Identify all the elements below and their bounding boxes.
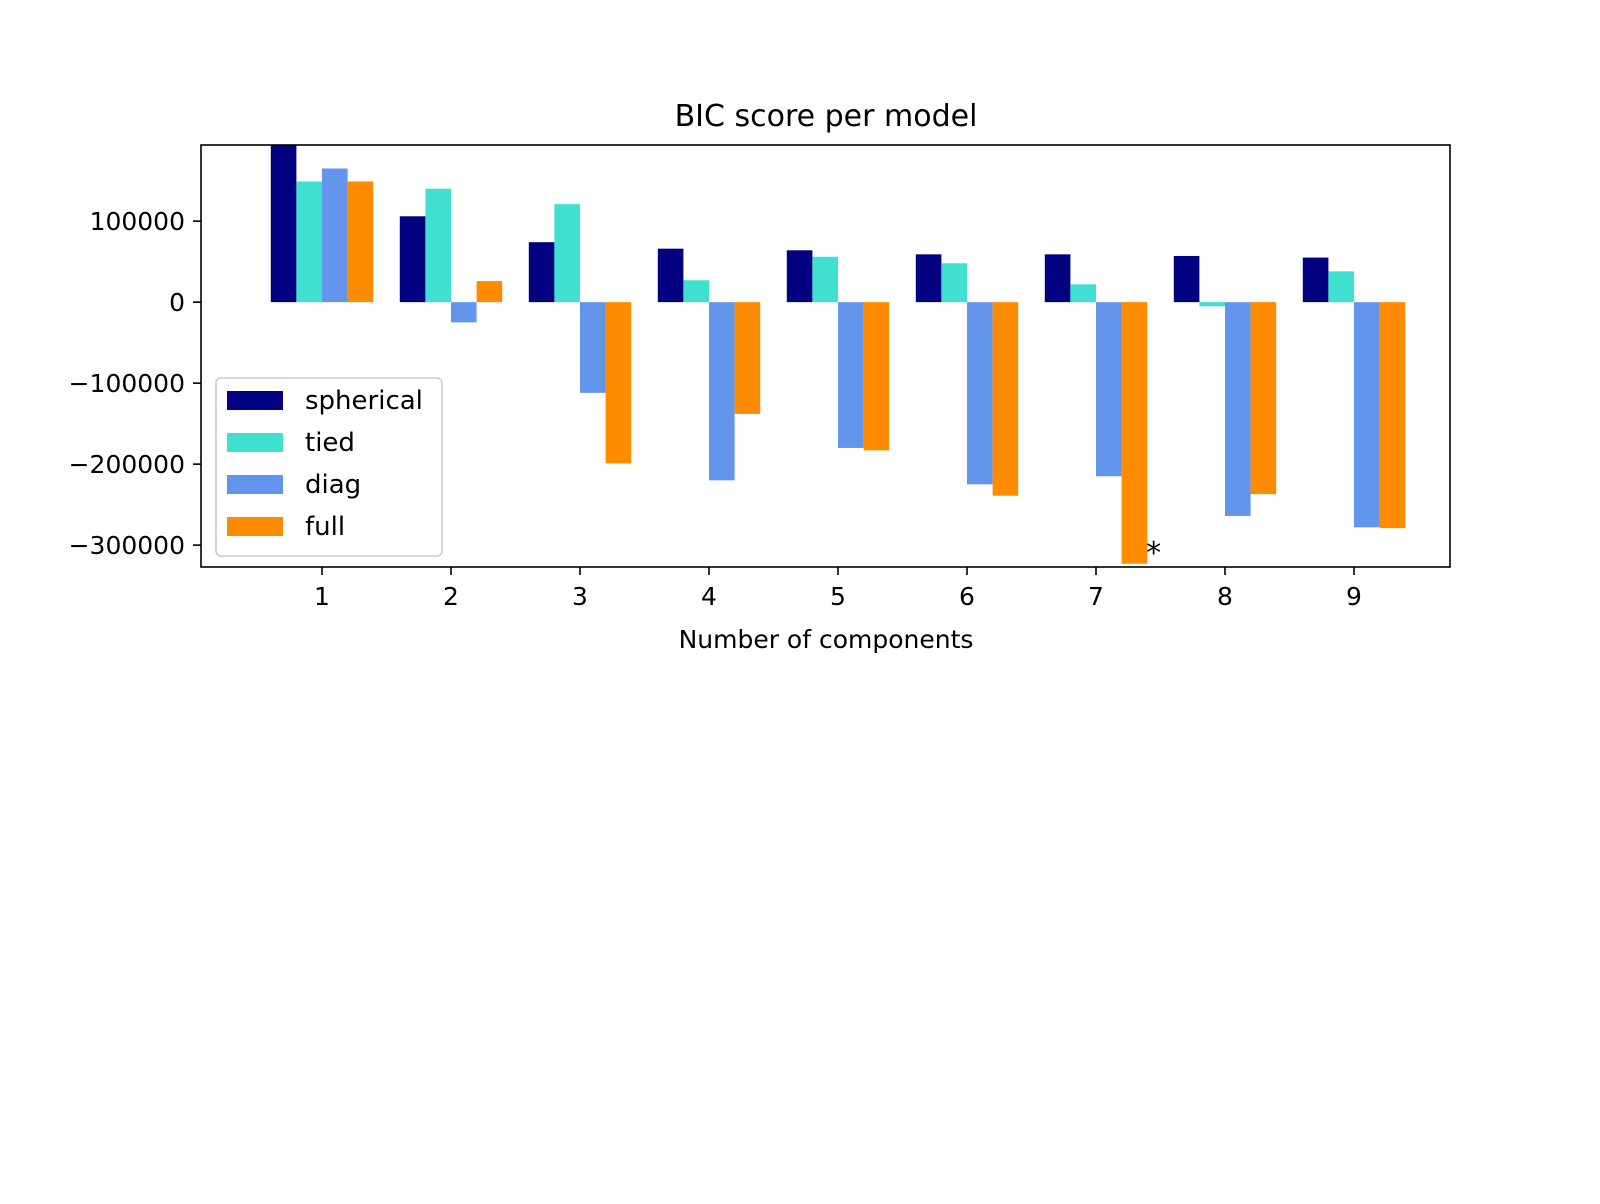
bar-tied-6 — [941, 263, 967, 303]
chart-title: BIC score per model — [675, 99, 978, 134]
y-tick-label: 0 — [169, 288, 185, 317]
bar-spherical-3 — [528, 242, 555, 303]
bar-tied-8 — [1199, 302, 1225, 307]
y-tick-label: −300000 — [69, 531, 185, 560]
legend-swatch-full — [227, 517, 283, 536]
legend-swatch-spherical — [227, 391, 283, 410]
bar-diag-6 — [967, 302, 993, 485]
x-tick-label: 6 — [959, 582, 975, 611]
bar-tied-4 — [683, 280, 709, 303]
annotation-layer: * — [1146, 536, 1161, 571]
x-tick-label: 9 — [1346, 582, 1362, 611]
bar-tied-2 — [425, 188, 451, 303]
bar-diag-1 — [322, 168, 348, 303]
x-tick-label: 3 — [572, 582, 588, 611]
bar-spherical-4 — [657, 248, 684, 303]
legend-label-full: full — [305, 512, 345, 542]
bar-diag-8 — [1225, 302, 1251, 516]
legend: spherical tied diag full — [215, 377, 443, 557]
ticks-layer: 1 2 3 4 5 6 7 8 9 −300000 −200000 −100000 0 100000 — [69, 207, 1362, 611]
plot-frame — [200, 144, 1451, 568]
best-model-marker: * — [1146, 536, 1161, 571]
legend-swatch-diag — [227, 475, 283, 494]
bar-diag-3 — [580, 302, 606, 393]
legend-frame — [215, 377, 443, 557]
bar-full-8 — [1250, 302, 1277, 495]
bar-diag-2 — [451, 302, 477, 323]
bar-spherical-9 — [1302, 257, 1329, 303]
bar-diag-5 — [838, 302, 864, 448]
bar-full-5 — [863, 302, 890, 451]
bar-spherical-7 — [1044, 254, 1071, 303]
y-tick-label: 100000 — [90, 207, 185, 236]
bar-full-7 — [1121, 302, 1148, 564]
bar-tied-9 — [1328, 271, 1354, 303]
bar-diag-4 — [709, 302, 735, 481]
x-axis-label: Number of components — [679, 625, 974, 654]
legend-label-spherical: spherical — [305, 386, 423, 416]
bar-full-4 — [734, 302, 761, 414]
bar-full-2 — [476, 281, 503, 303]
bar-spherical-1 — [270, 145, 297, 303]
bar-spherical-8 — [1173, 255, 1200, 303]
bar-tied-3 — [554, 204, 580, 303]
bar-diag-7 — [1096, 302, 1122, 477]
bar-full-1 — [347, 181, 374, 303]
x-tick-label: 8 — [1217, 582, 1233, 611]
x-tick-label: 7 — [1088, 582, 1104, 611]
x-tick-label: 4 — [701, 582, 717, 611]
legend-swatch-tied — [227, 433, 283, 452]
y-tick-label: −200000 — [69, 450, 185, 479]
bar-spherical-2 — [399, 216, 426, 303]
bar-full-9 — [1379, 302, 1406, 529]
x-tick-label: 1 — [314, 582, 330, 611]
bar-full-3 — [605, 302, 632, 464]
bar-full-6 — [992, 302, 1019, 496]
bars-layer — [270, 145, 1406, 564]
bar-tied-7 — [1070, 284, 1096, 303]
legend-label-tied: tied — [305, 428, 355, 458]
x-tick-label: 2 — [443, 582, 459, 611]
bar-tied-5 — [812, 256, 838, 303]
x-tick-label: 5 — [830, 582, 846, 611]
legend-label-diag: diag — [305, 470, 361, 500]
bar-tied-1 — [296, 181, 322, 303]
bar-spherical-6 — [915, 254, 942, 303]
bar-diag-9 — [1354, 302, 1380, 528]
y-tick-label: −100000 — [69, 369, 185, 398]
bar-spherical-5 — [786, 250, 813, 303]
